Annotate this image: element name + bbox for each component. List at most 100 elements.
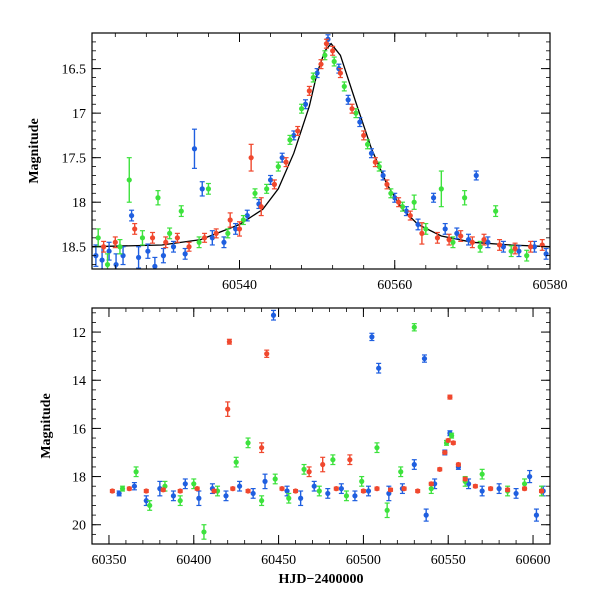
data-point [415,221,421,228]
bottom-series-0-point-36 [533,508,540,522]
top-series-2-point-23 [372,157,378,168]
top-series-1-point-15 [287,134,293,145]
bottom-series-0-point-1 [131,481,138,491]
top-series-2-point-13 [271,179,278,190]
data-point [421,355,428,362]
top-series-2 [101,38,545,255]
data-point [396,199,402,205]
data-point [287,137,293,143]
data-point [286,495,292,501]
data-point [411,324,417,330]
data-point [500,244,507,250]
data-point [407,212,413,219]
data-point [479,471,485,477]
top-series-1-point-30 [462,190,468,206]
data-point [469,239,475,245]
data-point [331,58,337,65]
data-point [174,235,180,241]
data-point [245,440,251,446]
bottom-y-tick-label: 20 [72,519,86,534]
data-point [320,461,326,468]
data-point [330,457,336,463]
data-point [488,486,494,492]
data-point [493,208,499,214]
data-point [477,244,483,250]
data-point [338,486,344,492]
data-point [233,226,239,232]
top-series-0-point-5 [128,209,135,222]
data-point [306,88,312,94]
data-point [387,487,394,493]
data-point [104,261,111,268]
bottom-series-1-point-5 [191,478,197,490]
data-point [403,208,409,214]
data-point [524,253,530,259]
data-point [384,507,390,513]
bottom-series-1-point-12 [286,492,292,504]
bottom-series-0-point-11 [262,473,268,490]
data-point [128,212,135,219]
top-x-tick-label: 60580 [533,278,568,293]
data-point [267,177,274,183]
top-series-1-point-18 [322,50,328,61]
top-model-curve [92,42,550,248]
data-point [447,394,453,400]
data-point [543,251,549,257]
data-point [275,163,281,170]
data-point [428,481,434,487]
data-point [428,486,434,492]
data-point [442,226,448,232]
bottom-series-2-point-25 [437,466,443,472]
top-series-2-point-11 [248,143,254,172]
top-series-2-point-26 [407,210,413,221]
data-point [481,237,487,243]
bottom-series-2-point-30 [455,461,461,468]
data-point [284,488,290,494]
data-point [325,490,331,497]
bottom-series-0-point-15 [311,480,317,492]
top-plot-frame [91,32,551,270]
data-point [233,459,239,465]
data-point [349,106,355,112]
data-point [177,498,183,504]
bottom-x-tick-label: 60400 [176,553,211,568]
data-point [182,251,188,257]
data-point [245,488,251,494]
data-point [423,226,429,232]
top-series-1-point-0 [95,228,101,248]
top-series-2-point-35 [527,240,534,253]
data-point [113,261,119,268]
data-point [250,490,256,497]
bottom-series-2-point-3 [160,487,166,493]
data-point [333,486,339,492]
top-series-0-point-21 [291,130,297,141]
top-series-2-point-5 [174,232,180,243]
data-point [442,449,448,456]
bottom-series-1-point-6 [201,524,207,540]
data-point [374,445,380,451]
bottom-series-2-point-29 [450,440,456,446]
top-series-0-point-12 [191,128,198,169]
data-point [292,488,299,494]
top-series-0-point-36 [465,233,472,246]
data-point [415,488,421,494]
data-point [434,235,441,241]
bottom-series-2 [109,338,545,494]
bottom-series-1-point-26 [479,468,485,480]
data-point [302,101,309,107]
bottom-series-2-point-16 [320,456,326,473]
data-point [496,242,503,248]
data-point [301,466,307,472]
bottom-x-tick-label: 60550 [431,553,466,568]
data-point [531,244,538,250]
top-series-0-point-10 [170,240,177,253]
data-point [353,110,359,116]
bottom-series-1-point-14 [316,485,322,497]
data-point [270,312,277,318]
data-point [182,481,188,487]
data-point [201,529,207,535]
top-series-0-point-3 [113,253,119,269]
top-series-2-point-17 [318,59,324,70]
bottom-series-0-point-14 [298,490,304,507]
